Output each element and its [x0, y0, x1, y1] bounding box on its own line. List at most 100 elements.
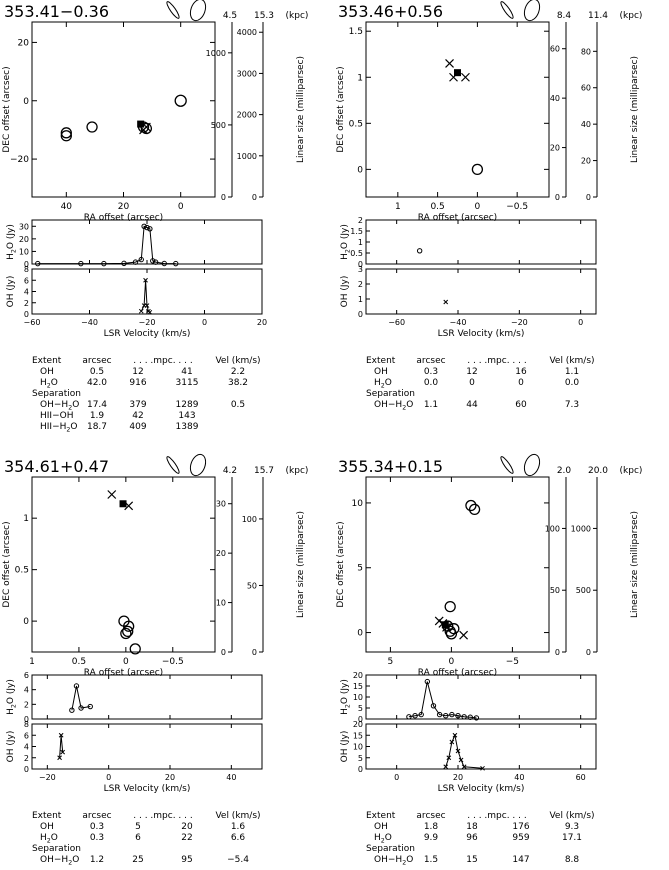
table-header: . . . .mpc. . . . [467, 811, 526, 821]
filled-square-marker [441, 621, 449, 629]
spectrum-ytick-label: 15 [353, 731, 363, 740]
h2o-spectrum-point [449, 711, 455, 718]
table-row-label: OH [374, 367, 388, 377]
h2o-marker [123, 620, 135, 632]
spectrum-xtick-label: 20 [453, 773, 463, 782]
spectrum-ytick-label: 2 [358, 216, 363, 225]
spectrum-ytick-label: 0 [24, 715, 29, 724]
table-cell: 0.5 [90, 367, 104, 377]
spectrum-ytick-label: 5 [358, 704, 363, 713]
map-xtick-label: 0.5 [430, 202, 444, 212]
spectrum-ytick-label: 2 [24, 299, 29, 308]
distance-label: 4.2 [223, 466, 237, 476]
spectrum-ytick-label: 3 [358, 265, 363, 274]
table-header: Vel (km/s) [549, 356, 594, 366]
oh-marker [459, 630, 469, 640]
size-axis-tick-label: 0 [555, 193, 560, 202]
table-cell: 38.2 [228, 378, 248, 388]
table-cell: 18 [466, 822, 478, 832]
separation-label: Separation [366, 844, 415, 854]
map-ytick-label: 1 [357, 73, 363, 83]
table-row-label: OH [40, 822, 54, 832]
spectrum-xtick-label: −20 [139, 318, 156, 327]
size-axis-tick-label: 40 [581, 120, 591, 129]
oh-marker [434, 616, 444, 626]
table-cell: 22 [181, 833, 192, 843]
map-xtick-label: 20 [118, 202, 130, 212]
h2o-spectrum-line [408, 681, 477, 719]
oh-axis-label: OH (Jy) [340, 731, 350, 763]
oh-spectrum-point [480, 765, 485, 771]
map-xtick-label: 40 [61, 202, 73, 212]
table-cell: 41 [181, 367, 192, 377]
table-cell: 17.4 [87, 400, 107, 410]
spectrum-xtick-label: −20 [511, 318, 528, 327]
oh-spectrum-point [458, 757, 464, 763]
table-row-label: OH−H2O [374, 855, 413, 866]
table-cell: 1289 [176, 400, 199, 410]
h2o-spectrum-point [78, 260, 84, 267]
spectrum-xtick-label: 0 [578, 318, 583, 327]
spectrum-ytick-label: 0 [358, 310, 363, 319]
table-header: arcsec [416, 811, 445, 821]
spectrum-ytick-label: 10 [353, 743, 363, 752]
h2o-spectrum-point [150, 258, 156, 264]
table-row-label: H2O [374, 833, 392, 844]
size-axis-tick-label: 100 [242, 515, 257, 524]
size-axis-tick-label: 80 [581, 47, 591, 56]
h2o-spectrum-point [412, 713, 418, 719]
size-axis-tick-label: 3000 [237, 69, 257, 78]
map-ytick-label: 0 [357, 165, 363, 175]
table-cell: 3115 [176, 378, 199, 388]
map-xtick-label: 0 [475, 202, 481, 212]
h2o-spectrum-line [37, 225, 176, 265]
table-cell: 0.0 [565, 378, 580, 388]
table-cell: 143 [178, 411, 195, 421]
map-frame [365, 21, 550, 198]
velocity-axis-label: LSR Velocity (km/s) [104, 329, 191, 339]
table-cell: 1.6 [231, 822, 246, 832]
spectrum-xtick-label: −20 [39, 773, 56, 782]
size-axis-tick-label: 0 [555, 648, 560, 657]
table-cell: 60 [515, 400, 527, 410]
distance-label: 15.7 [254, 466, 274, 476]
table-cell: 0.5 [231, 400, 245, 410]
spectrum-ytick-label: 2 [24, 700, 29, 709]
oh-spectrum-point [452, 732, 458, 738]
oh-axis-label: OH (Jy) [6, 731, 16, 763]
spectrum-ytick-label: 20 [353, 671, 363, 680]
table-cell: 8.8 [565, 855, 580, 865]
oh-spectrum-point [443, 299, 449, 305]
beam-ellipse [523, 0, 541, 22]
table-cell: 1.8 [424, 822, 439, 832]
spectrum-ytick-label: 30 [19, 222, 29, 231]
oh-spectrum-point [143, 277, 148, 283]
table-cell: 6.6 [231, 833, 246, 843]
size-axis-tick-label: 60 [550, 45, 560, 54]
oh-spectrum-point [446, 755, 452, 761]
spectrum-xtick-label: −60 [388, 318, 405, 327]
h2o-spectrum-point [101, 260, 107, 267]
table-cell: 44 [466, 400, 478, 410]
oh-marker [124, 501, 134, 511]
spectrum-ytick-label: 0 [358, 765, 363, 774]
velocity-axis-label: LSR Velocity (km/s) [438, 784, 525, 794]
table-cell: 1.1 [424, 400, 438, 410]
table-row-label: H2O [374, 378, 392, 389]
table-header: Extent [366, 356, 396, 366]
map-ytick-label: 0 [357, 629, 363, 639]
h2o-spectrum-frame [31, 219, 263, 265]
oh-spectrum-line [445, 733, 483, 769]
oh-spectrum-frame [365, 723, 597, 770]
spectrum-ytick-label: 0 [24, 765, 29, 774]
table-cell: 379 [129, 400, 146, 410]
separation-label: Separation [32, 844, 81, 854]
size-axis-tick-label: 20 [216, 549, 226, 558]
spectrum-ytick-label: 15 [353, 682, 363, 691]
table-cell: 0.3 [90, 822, 104, 832]
spectrum-ytick-label: 1 [358, 295, 363, 304]
map-xtick-label: 0 [449, 657, 455, 667]
oh-spectrum-line [59, 735, 64, 758]
map-ytick-label: 5 [357, 564, 363, 574]
